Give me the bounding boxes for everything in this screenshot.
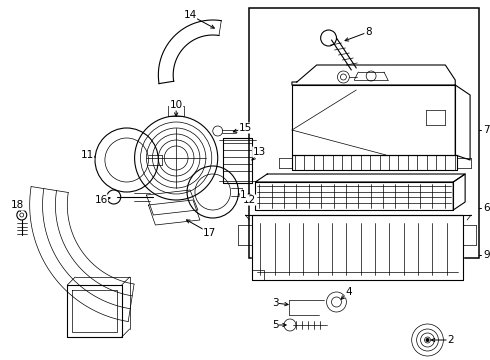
Text: 5: 5 — [272, 320, 278, 330]
Text: 18: 18 — [11, 200, 24, 210]
Text: 7: 7 — [483, 125, 490, 135]
Text: 8: 8 — [365, 27, 371, 37]
Text: 6: 6 — [484, 203, 490, 213]
Text: 16: 16 — [94, 195, 108, 205]
Text: 3: 3 — [272, 298, 278, 308]
Bar — [249, 8, 479, 258]
Text: 9: 9 — [484, 250, 490, 260]
Polygon shape — [292, 65, 455, 85]
Text: 4: 4 — [345, 287, 352, 297]
Text: 11: 11 — [80, 150, 94, 160]
Polygon shape — [292, 85, 455, 155]
Text: 14: 14 — [183, 10, 196, 20]
Text: 15: 15 — [239, 123, 252, 133]
Text: 1: 1 — [240, 190, 247, 200]
Text: 12: 12 — [243, 195, 256, 205]
Text: 7: 7 — [484, 125, 490, 135]
Circle shape — [425, 338, 430, 342]
Text: 17: 17 — [203, 228, 217, 238]
Text: 9: 9 — [483, 250, 490, 260]
Text: 13: 13 — [253, 147, 266, 157]
Polygon shape — [252, 215, 463, 280]
Text: 10: 10 — [170, 100, 183, 110]
Text: 2: 2 — [447, 335, 454, 345]
Text: 6: 6 — [483, 203, 490, 213]
